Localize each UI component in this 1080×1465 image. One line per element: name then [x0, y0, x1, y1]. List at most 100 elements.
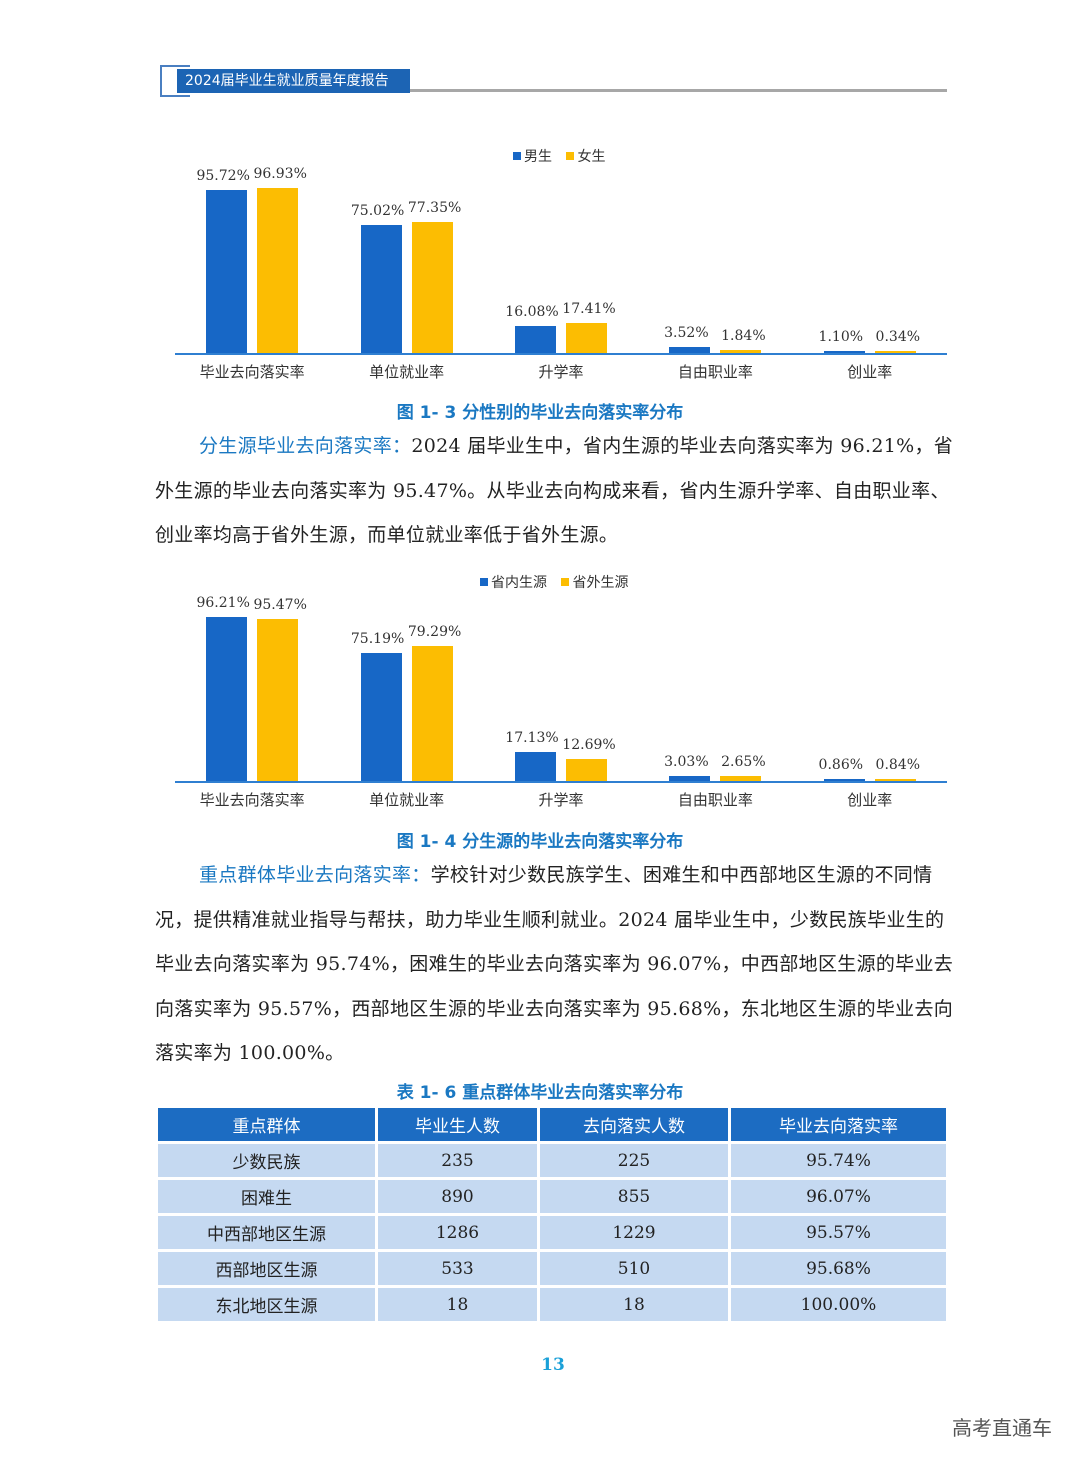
- bar-series-a: [360, 225, 402, 353]
- cell-placed: 225: [540, 1144, 728, 1177]
- chart-gender-rates: 男生 女生 95.72% 96.93% 毕业去向落实率 75.02% 77.35% 单位就…: [175, 140, 947, 390]
- bar-series-b: [720, 776, 762, 781]
- legend-label: 女生: [577, 149, 606, 165]
- bar-series-a: [360, 653, 402, 781]
- category-label: 毕业去向落实率: [199, 791, 305, 809]
- category-label: 升学率: [538, 363, 584, 381]
- bar-value-label: 0.84%: [875, 757, 921, 773]
- bar-value-label: 17.41%: [562, 301, 616, 318]
- cell-group: 少数民族: [158, 1144, 375, 1177]
- bar-series-b: [411, 646, 453, 781]
- bar-series-b: [874, 779, 916, 781]
- bar-value-label: 0.34%: [875, 329, 921, 345]
- column-header: 重点群体: [158, 1108, 375, 1141]
- bar-value-label: 96.93%: [253, 166, 307, 183]
- bar-series-a: [823, 779, 865, 781]
- table-caption-1-6: 表 1- 6 重点群体毕业去向落实率分布: [396, 1083, 684, 1103]
- cell-graduates: 18: [378, 1288, 537, 1321]
- bar-value-label: 3.52%: [664, 325, 709, 342]
- bar-value-label: 0.86%: [818, 757, 864, 773]
- bar-value-label: 1.84%: [721, 327, 766, 344]
- figure-caption-1-3: 图 1- 3 分性别的毕业去向落实率分布: [396, 403, 684, 423]
- cell-group: 东北地区生源: [158, 1288, 375, 1321]
- category-label: 创业率: [847, 791, 893, 809]
- legend-label: 男生: [524, 149, 552, 165]
- bar-series-b: [720, 349, 762, 353]
- column-header: 毕业生人数: [378, 1108, 537, 1141]
- bar-value-label: 16.08%: [505, 303, 559, 320]
- bar-series-b: [257, 618, 299, 781]
- bar-series-b: [874, 351, 916, 353]
- bar-series-b: [566, 323, 607, 353]
- bar-series-b: [566, 759, 607, 781]
- group-rates-table: 重点群体 毕业生人数 去向落实人数 毕业去向落实率 少数民族 235 225 9…: [155, 1105, 949, 1324]
- legend-label: 省外生源: [572, 575, 629, 591]
- category-label: 创业率: [847, 363, 893, 381]
- bar-value-label: 75.19%: [350, 631, 405, 648]
- legend-item-in-province: 省内生源: [480, 575, 547, 591]
- bar-value-label: 95.72%: [196, 168, 250, 185]
- category-label: 单位就业率: [369, 363, 445, 381]
- cell-group: 西部地区生源: [158, 1252, 375, 1285]
- bar-value-label: 2.65%: [721, 754, 766, 771]
- paragraph-lead: 重点群体毕业去向落实率：: [199, 864, 431, 886]
- cell-graduates: 533: [378, 1252, 537, 1285]
- legend-item-female: 女生: [566, 149, 605, 165]
- bar-value-label: 17.13%: [505, 729, 559, 746]
- header-rule: [410, 89, 947, 92]
- figure-caption-1-4: 图 1- 4 分生源的毕业去向落实率分布: [396, 832, 684, 852]
- category-label: 自由职业率: [677, 791, 753, 809]
- bar-value-label: 95.47%: [253, 596, 307, 613]
- column-header: 去向落实人数: [540, 1108, 728, 1141]
- table-header-row: 重点群体 毕业生人数 去向落实人数 毕业去向落实率: [158, 1108, 946, 1141]
- cell-placed: 1229: [540, 1216, 728, 1249]
- paragraph-group-rates: 重点群体毕业去向落实率：学校针对少数民族学生、困难生和中西部地区生源的不同情况，…: [155, 853, 955, 1076]
- bar-series-a: [669, 775, 711, 781]
- bar-value-label: 12.69%: [562, 737, 616, 754]
- paragraph-lead: 分生源毕业去向落实率：: [199, 435, 412, 457]
- cell-placed: 855: [540, 1180, 728, 1213]
- chart-legend: 男生 女生: [513, 146, 615, 166]
- x-axis-line: [175, 781, 947, 783]
- cell-group: 困难生: [158, 1180, 375, 1213]
- legend-label: 省内生源: [491, 575, 547, 591]
- cell-rate: 100.00%: [731, 1288, 946, 1321]
- bar-value-label: 1.10%: [818, 329, 864, 345]
- bar-value-label: 75.02%: [350, 203, 405, 220]
- bar-series-a: [515, 325, 556, 353]
- legend-item-male: 男生: [513, 149, 552, 165]
- paragraph-body: 2024 届毕业生中，省内生源的毕业去向落实率为 96.21%，省外生源的毕业去…: [155, 435, 954, 546]
- report-title-banner: 2024届毕业生就业质量年度报告: [177, 69, 410, 93]
- cell-graduates: 890: [378, 1180, 537, 1213]
- table-row: 困难生 890 855 96.07%: [158, 1180, 946, 1213]
- chart-source-rates: 省内生源 省外生源 96.21% 95.47% 毕业去向落实率 75.19% 79.29…: [175, 568, 947, 818]
- column-header: 毕业去向落实率: [731, 1108, 946, 1141]
- table-row: 少数民族 235 225 95.74%: [158, 1144, 946, 1177]
- x-axis-line: [175, 353, 947, 355]
- cell-group: 中西部地区生源: [158, 1216, 375, 1249]
- bar-series-b: [257, 188, 299, 353]
- bar-series-a: [206, 617, 248, 781]
- bar-value-label: 79.29%: [407, 624, 462, 641]
- paragraph-body: 学校针对少数民族学生、困难生和中西部地区生源的不同情况，提供精准就业指导与帮扶，…: [155, 864, 954, 1064]
- legend-item-out-province: 省外生源: [561, 575, 628, 591]
- cell-rate: 95.74%: [731, 1144, 946, 1177]
- header-frame-decoration: [160, 65, 190, 97]
- bar-series-b: [411, 221, 453, 353]
- bar-series-a: [669, 347, 711, 353]
- page-number: 13: [541, 1355, 565, 1375]
- bar-value-label: 77.35%: [407, 199, 462, 216]
- watermark-text: 高考直通车: [952, 1416, 1052, 1440]
- bar-value-label: 96.21%: [196, 595, 250, 612]
- category-label: 升学率: [538, 791, 584, 809]
- cell-graduates: 1286: [378, 1216, 537, 1249]
- cell-rate: 95.68%: [731, 1252, 946, 1285]
- table-row: 东北地区生源 18 18 100.00%: [158, 1288, 946, 1321]
- cell-placed: 510: [540, 1252, 728, 1285]
- table-row: 西部地区生源 533 510 95.68%: [158, 1252, 946, 1285]
- category-label: 单位就业率: [369, 791, 445, 809]
- cell-rate: 95.57%: [731, 1216, 946, 1249]
- cell-graduates: 235: [378, 1144, 537, 1177]
- category-label: 自由职业率: [677, 363, 753, 381]
- chart-legend: 省内生源 省外生源: [480, 572, 638, 592]
